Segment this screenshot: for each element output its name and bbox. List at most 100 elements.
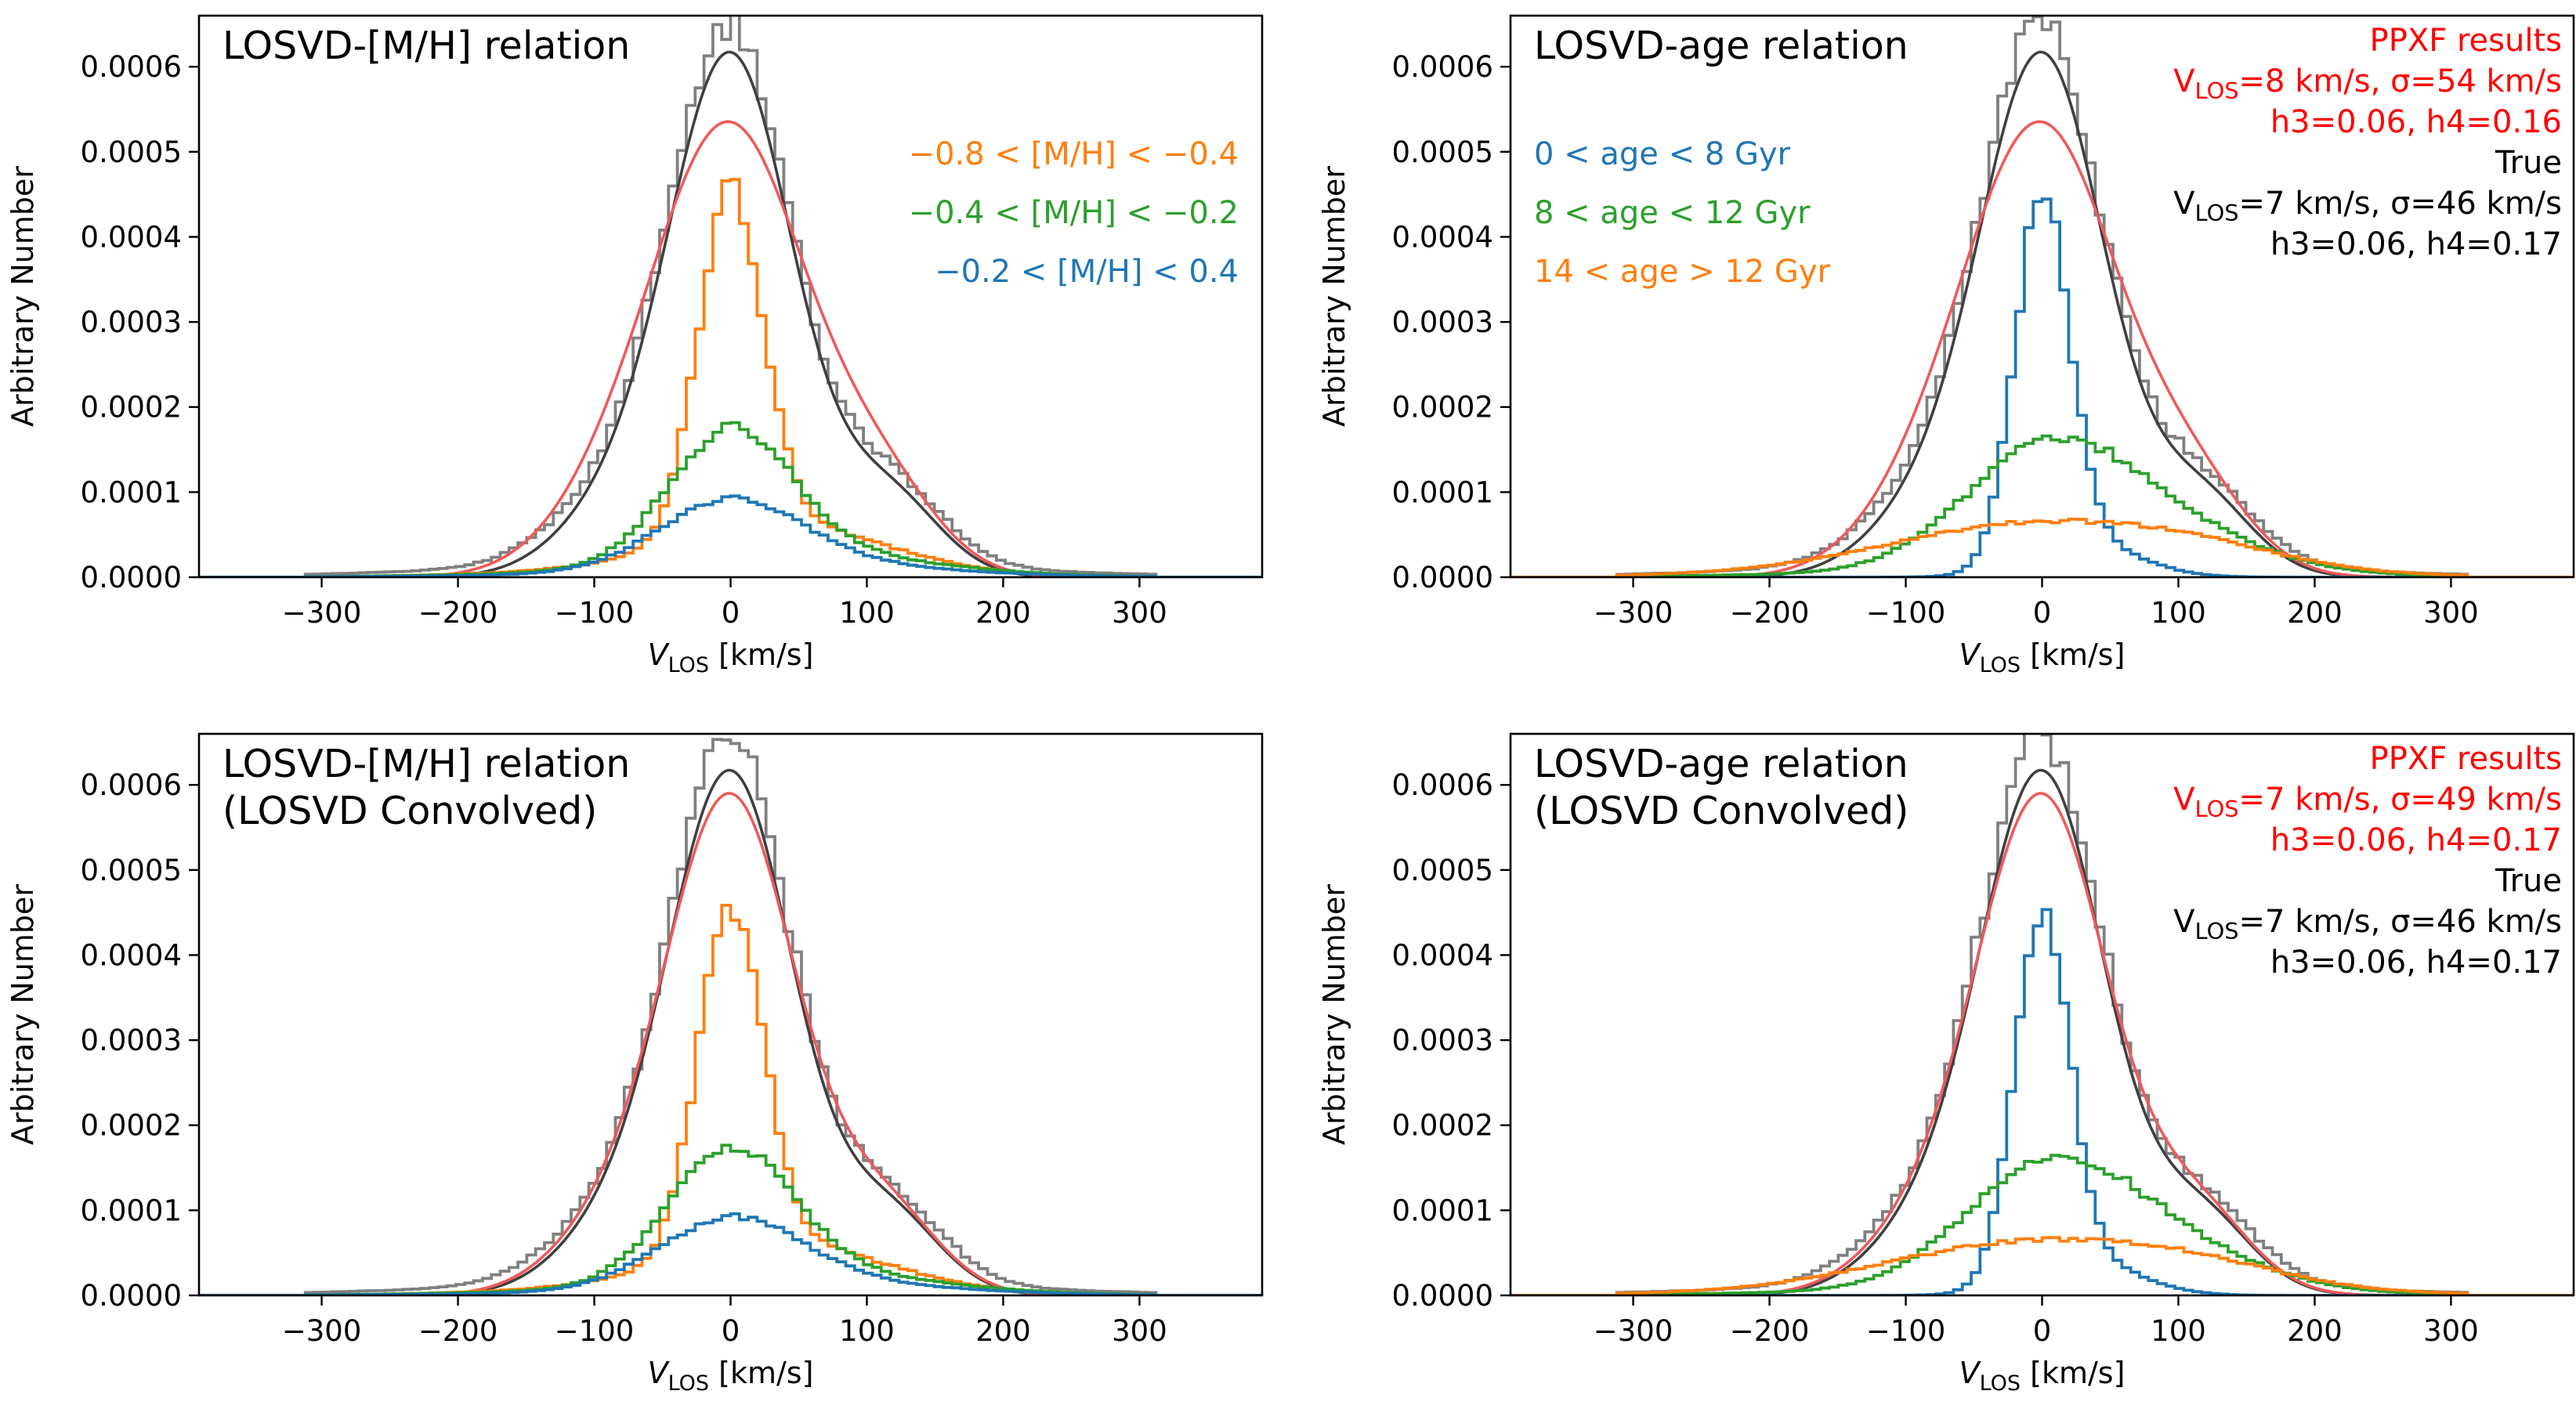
x-tick-label: −200 xyxy=(1730,596,1810,630)
series-ppxf-fit xyxy=(199,792,1262,1295)
panel-2: −300 −200 −100 0 100 200 300 0.0000 0.0001 0.0002… xyxy=(1317,14,2575,677)
panel-title: LOSVD-age relation xyxy=(1534,742,1908,786)
x-tick-label: 300 xyxy=(2423,596,2479,630)
y-tick-label: 0.0001 xyxy=(81,475,182,509)
y-tick-label: 0.0002 xyxy=(81,1109,182,1143)
x-tick-label: 0 xyxy=(722,596,740,630)
plot-area xyxy=(1511,16,2574,577)
series--0.8<[M/H]<-0.4 xyxy=(199,178,1262,577)
y-tick-label: 0.0006 xyxy=(1392,50,1493,84)
panel-title: LOSVD-[M/H] relation xyxy=(223,23,630,68)
x-tick-label: 0 xyxy=(2033,1314,2052,1348)
annotation-text: h3=0.06, h4=0.17 xyxy=(2270,945,2562,981)
series-0<age<8-Gyr xyxy=(1511,197,2574,577)
y-axis-label: Arbitrary Number xyxy=(5,884,40,1145)
x-tick-label: −300 xyxy=(1594,1314,1673,1348)
series-0<age<8-Gyr xyxy=(1511,908,2574,1295)
y-tick-label: 0.0002 xyxy=(81,391,182,424)
series--0.2<[M/H]<0.4 xyxy=(199,1212,1262,1295)
x-tick-label: 100 xyxy=(2151,596,2206,630)
series-8<age<12-Gyr xyxy=(1511,1154,2574,1295)
y-tick-label: 0.0005 xyxy=(1392,135,1493,169)
annotation-text: True xyxy=(2495,145,2562,181)
y-tick-label: 0.0000 xyxy=(1392,1279,1493,1313)
x-axis-label: VLOS [km/s] xyxy=(1959,1356,2126,1396)
panel-3: −300 −200 −100 0 100 200 300 0.0000 0.0001 0.0002… xyxy=(5,732,1264,1396)
axes-frame xyxy=(1509,14,2575,579)
panel-title: (LOSVD Convolved) xyxy=(223,789,597,833)
x-tick-label: −100 xyxy=(555,1314,635,1348)
x-tick-label: 0 xyxy=(2033,596,2052,630)
y-tick-label: 0.0004 xyxy=(81,220,182,254)
series-14<age>12-Gyr xyxy=(1511,518,2574,577)
x-tick-label: −300 xyxy=(282,1314,362,1348)
x-tick-label: 200 xyxy=(2287,1314,2343,1348)
x-tick-label: 300 xyxy=(1112,596,1167,630)
annotation-text: VLOS=7 km/s, σ=46 km/s xyxy=(2173,904,2562,945)
panel-4: −300 −200 −100 0 100 200 300 0.0000 0.0001 0.0002… xyxy=(1317,732,2575,1396)
x-tick-label: −100 xyxy=(1866,1314,1946,1348)
y-tick-label: 0.0005 xyxy=(81,854,182,887)
y-tick-label: 0.0006 xyxy=(1392,768,1493,802)
annotation-text: PPXF results xyxy=(2370,741,2562,777)
annotation-text: VLOS=7 km/s, σ=49 km/s xyxy=(2173,782,2562,822)
panel-title: (LOSVD Convolved) xyxy=(1534,789,1908,833)
legend-entry: 0 < age < 8 Gyr xyxy=(1534,136,1791,172)
x-tick-label: 100 xyxy=(839,1314,895,1348)
y-tick-label: 0.0003 xyxy=(1392,305,1493,339)
series-8<age<12-Gyr xyxy=(1511,434,2574,577)
series-total xyxy=(199,738,1262,1295)
y-tick-label: 0.0001 xyxy=(81,1194,182,1227)
y-tick-label: 0.0003 xyxy=(81,1024,182,1057)
y-tick-label: 0.0001 xyxy=(1392,1194,1493,1227)
y-tick-label: 0.0004 xyxy=(81,938,182,972)
x-tick-label: 200 xyxy=(975,596,1031,630)
y-tick-label: 0.0000 xyxy=(1392,561,1493,594)
series-ppxf-fit xyxy=(1511,792,2574,1295)
x-tick-label: −100 xyxy=(1866,596,1946,630)
y-tick-label: 0.0005 xyxy=(81,135,182,169)
y-tick-label: 0.0005 xyxy=(1392,854,1493,887)
y-tick-label: 0.0003 xyxy=(81,305,182,339)
y-axis-label: Arbitrary Number xyxy=(5,166,40,427)
x-tick-label: −300 xyxy=(282,596,362,630)
annotation-text: VLOS=7 km/s, σ=46 km/s xyxy=(2173,186,2562,226)
legend-entry: −0.4 < [M/H] < −0.2 xyxy=(909,195,1239,231)
annotation-text: PPXF results xyxy=(2370,23,2562,59)
series-14<age>12-Gyr xyxy=(1511,1236,2574,1295)
y-tick-label: 0.0000 xyxy=(81,1279,182,1313)
legend-entry: −0.2 < [M/H] < 0.4 xyxy=(935,254,1239,290)
x-tick-label: −100 xyxy=(555,596,635,630)
legend-entry: 14 < age > 12 Gyr xyxy=(1534,254,1831,290)
y-tick-label: 0.0000 xyxy=(81,561,182,594)
x-tick-label: 200 xyxy=(2287,596,2343,630)
series-total xyxy=(199,16,1262,577)
x-axis-label: VLOS [km/s] xyxy=(648,1356,814,1396)
series--0.8<[M/H]<-0.4 xyxy=(199,904,1262,1295)
x-tick-label: 200 xyxy=(975,1314,1031,1348)
series--0.2<[M/H]<0.4 xyxy=(199,494,1262,577)
annotation-text: VLOS=8 km/s, σ=54 km/s xyxy=(2173,63,2562,104)
y-tick-label: 0.0002 xyxy=(1392,391,1493,424)
series--0.4<[M/H]<-0.2 xyxy=(199,421,1262,577)
y-tick-label: 0.0006 xyxy=(81,50,182,84)
x-tick-label: −200 xyxy=(1730,1314,1810,1348)
x-tick-label: −200 xyxy=(418,596,498,630)
x-tick-label: 300 xyxy=(2423,1314,2479,1348)
panel-title: LOSVD-[M/H] relation xyxy=(223,742,630,786)
plot-area xyxy=(199,16,1262,577)
y-tick-label: 0.0004 xyxy=(1392,220,1493,254)
x-tick-label: 300 xyxy=(1112,1314,1167,1348)
series-ppxf-fit xyxy=(199,120,1262,577)
y-axis-label: Arbitrary Number xyxy=(1317,166,1351,427)
annotation-text: h3=0.06, h4=0.17 xyxy=(2270,822,2562,858)
y-axis-label: Arbitrary Number xyxy=(1317,884,1351,1145)
y-tick-label: 0.0001 xyxy=(1392,475,1493,509)
panel-1: −300 −200 −100 0 100 200 300 0.0000 0.0001 0.0002… xyxy=(5,14,1264,677)
annotation-text: True xyxy=(2495,863,2562,899)
x-axis-label: VLOS [km/s] xyxy=(1959,638,2126,677)
y-tick-label: 0.0004 xyxy=(1392,938,1493,972)
series-total xyxy=(1511,16,2574,577)
y-tick-label: 0.0003 xyxy=(1392,1024,1493,1057)
